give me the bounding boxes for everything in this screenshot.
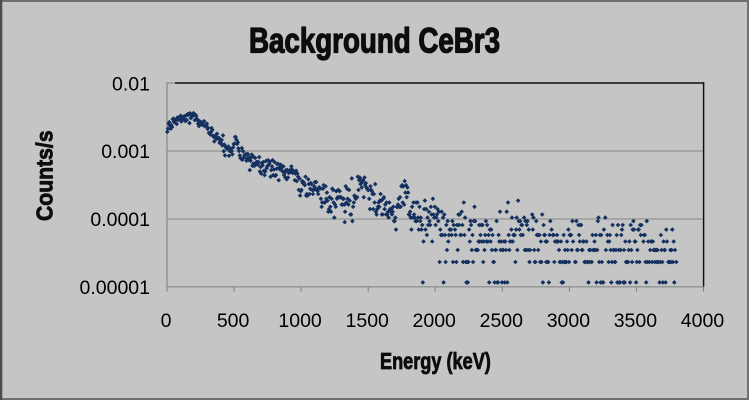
svg-text:Energy (keV): Energy (keV) — [380, 349, 491, 375]
svg-text:0: 0 — [161, 310, 172, 332]
svg-text:0.0001: 0.0001 — [90, 209, 150, 231]
svg-text:1000: 1000 — [278, 310, 322, 332]
svg-text:500: 500 — [217, 310, 250, 332]
svg-text:1500: 1500 — [346, 310, 390, 332]
svg-text:0.001: 0.001 — [101, 141, 150, 163]
svg-text:4000: 4000 — [681, 310, 725, 332]
svg-text:0.00001: 0.00001 — [80, 277, 151, 299]
svg-text:2500: 2500 — [480, 310, 524, 332]
svg-text:Counts/s: Counts/s — [31, 130, 57, 221]
svg-text:3500: 3500 — [614, 310, 658, 332]
svg-text:Background CeBr3: Background CeBr3 — [249, 20, 500, 60]
svg-text:3000: 3000 — [547, 310, 591, 332]
svg-text:0.01: 0.01 — [112, 73, 150, 95]
svg-text:2000: 2000 — [413, 310, 457, 332]
